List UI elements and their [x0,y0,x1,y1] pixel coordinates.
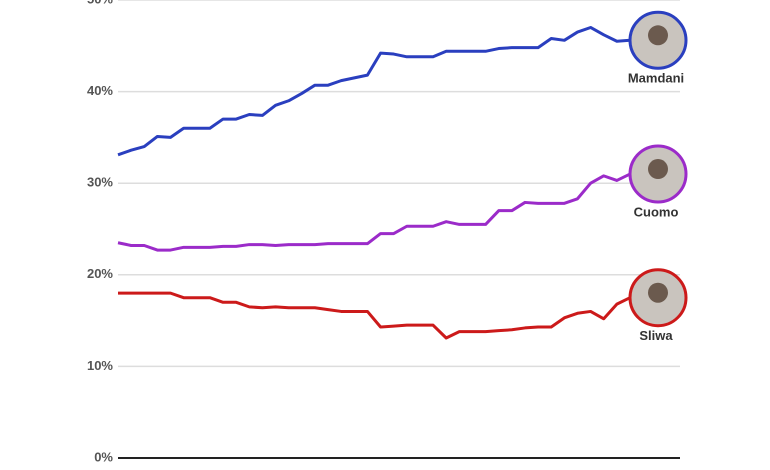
avatar-head [648,159,668,180]
y-tick-label: 50% [87,0,113,6]
series-label: Sliwa [639,328,673,343]
avatar-head [648,282,668,303]
series-label: Mamdani [628,71,684,86]
y-tick-label: 40% [87,83,113,98]
avatar-head [648,25,668,46]
y-tick-label: 30% [87,175,113,190]
series-label: Cuomo [634,204,679,219]
y-tick-label: 10% [87,358,113,373]
series-line [117,25,631,157]
series-line [117,172,631,252]
y-tick-label: 20% [87,266,113,281]
y-tick-label: 0% [94,449,113,464]
series-line [118,291,631,340]
